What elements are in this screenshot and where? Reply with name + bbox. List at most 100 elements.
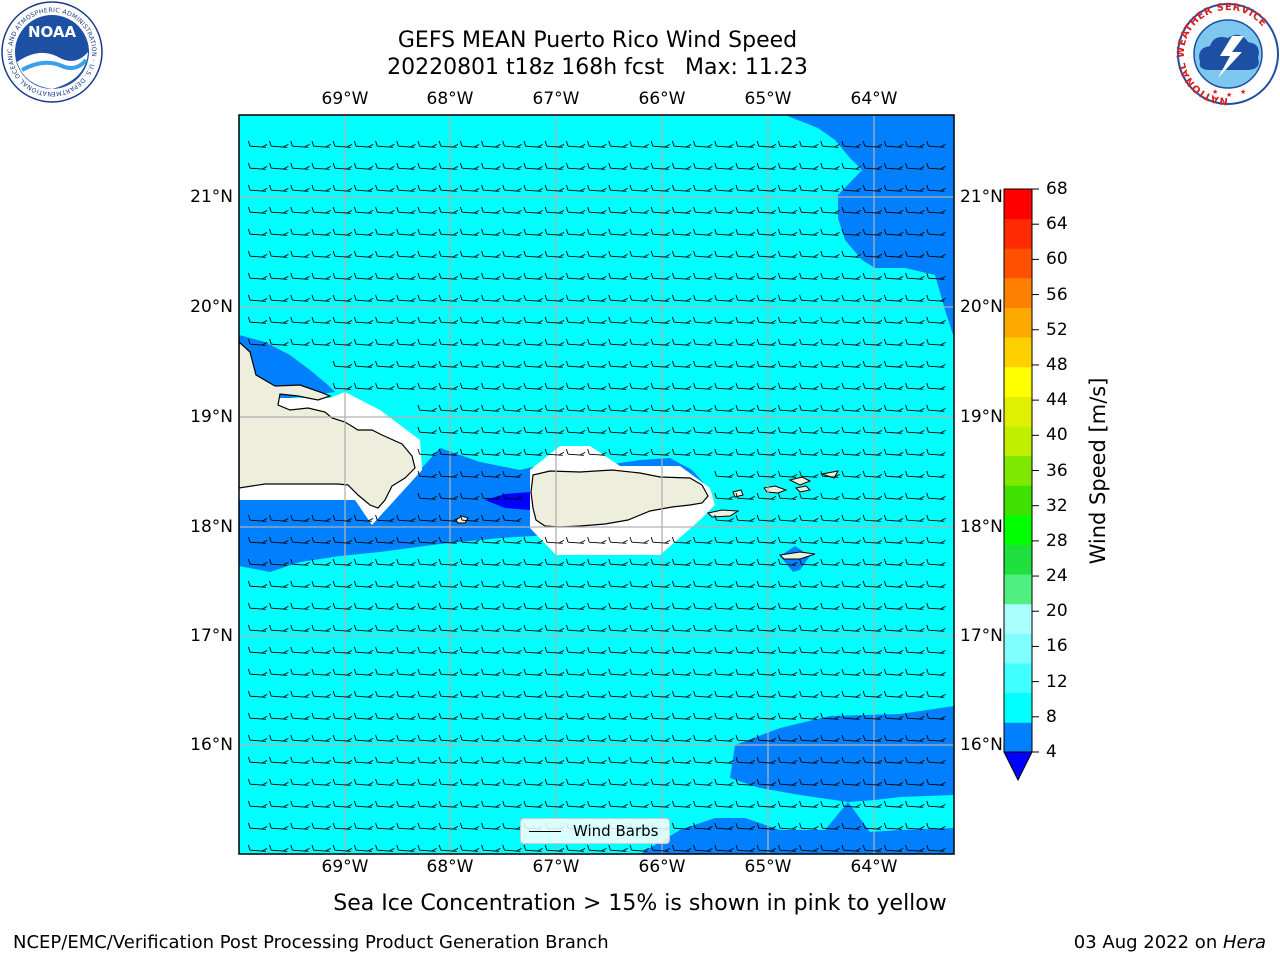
wind-barb bbox=[926, 360, 946, 368]
wind-barb bbox=[777, 382, 798, 390]
wind-barb bbox=[565, 338, 586, 346]
wind-barb bbox=[523, 668, 544, 676]
colorbar-segment-3 bbox=[1004, 633, 1032, 664]
wind-barb bbox=[841, 294, 862, 302]
colorbar-tick-label: 68 bbox=[1046, 179, 1068, 199]
wind-barb bbox=[438, 558, 459, 566]
wind-barb bbox=[735, 140, 756, 148]
wind-barb bbox=[714, 756, 734, 764]
wind-barb bbox=[269, 580, 289, 588]
wind-barb bbox=[714, 250, 734, 258]
lat-label-right: 16°N bbox=[960, 735, 1003, 755]
wind-barb bbox=[565, 162, 586, 170]
wind-barb bbox=[502, 756, 522, 764]
wind-barb bbox=[841, 470, 862, 478]
wind-barb bbox=[311, 712, 332, 720]
wind-barb bbox=[290, 844, 310, 852]
wind-barb bbox=[290, 712, 310, 720]
wind-barb bbox=[544, 360, 565, 368]
wind-barb bbox=[459, 558, 480, 566]
wind-barb bbox=[735, 558, 756, 566]
wind-barb bbox=[438, 844, 459, 852]
wind-barb bbox=[459, 580, 480, 588]
wind-barb bbox=[714, 338, 734, 346]
wind-barb bbox=[650, 404, 671, 412]
wind-barb bbox=[926, 272, 946, 280]
wind-barb bbox=[629, 140, 650, 148]
land-virgin-islands-4 bbox=[794, 485, 812, 493]
noaa-logo: NATIONAL OCEANIC AND ATMOSPHERIC ADMINIS… bbox=[0, 0, 103, 103]
wind-barb bbox=[459, 514, 480, 522]
wind-barb bbox=[629, 668, 650, 676]
wind-barb bbox=[459, 492, 480, 500]
wind-barb bbox=[565, 360, 586, 368]
wind-barb bbox=[926, 338, 946, 346]
wind-barb bbox=[375, 668, 395, 676]
wind-barb bbox=[544, 294, 565, 302]
wind-barb bbox=[862, 250, 883, 258]
wind-barb bbox=[459, 734, 480, 742]
wind-barb bbox=[311, 668, 332, 676]
wind-barb bbox=[608, 184, 628, 192]
wind-barb bbox=[353, 822, 374, 830]
wind-barb bbox=[375, 602, 395, 610]
wind-barb bbox=[353, 624, 374, 632]
wind-barb bbox=[905, 338, 925, 346]
wind-barb bbox=[671, 778, 692, 786]
wind-barb bbox=[375, 316, 395, 324]
wind-barb bbox=[799, 338, 819, 346]
wind-barb bbox=[565, 558, 586, 566]
wind-barb bbox=[841, 778, 862, 786]
wind-barb bbox=[629, 646, 650, 654]
wind-barb bbox=[565, 800, 586, 808]
colorbar-segment-10 bbox=[1004, 426, 1032, 457]
wind-barb bbox=[544, 272, 565, 280]
wind-barb bbox=[777, 756, 798, 764]
wind-barb bbox=[926, 514, 946, 522]
wind-barb bbox=[396, 382, 416, 390]
wind-barb bbox=[417, 140, 438, 148]
wind-barb bbox=[502, 668, 522, 676]
wind-barb bbox=[926, 580, 946, 588]
wind-barb bbox=[459, 140, 480, 148]
wind-barb bbox=[459, 162, 480, 170]
wind-barb bbox=[756, 844, 777, 852]
colorbar-segment-14 bbox=[1004, 307, 1032, 338]
wind-barb bbox=[587, 756, 607, 764]
wind-barb bbox=[247, 338, 268, 346]
wind-barb bbox=[862, 778, 883, 786]
wind-barb bbox=[862, 690, 883, 698]
wind-barb bbox=[587, 184, 607, 192]
wind-barb bbox=[693, 734, 713, 742]
wind-barb bbox=[926, 734, 946, 742]
wind-barb bbox=[502, 690, 522, 698]
wind-barb bbox=[799, 272, 819, 280]
wind-barb bbox=[608, 162, 628, 170]
wind-barb bbox=[247, 272, 268, 280]
wind-barb bbox=[290, 690, 310, 698]
wind-barb bbox=[523, 250, 544, 258]
wind-barb bbox=[247, 844, 268, 852]
wind-barb bbox=[608, 558, 628, 566]
wind-barb bbox=[905, 514, 925, 522]
wind-barb bbox=[862, 228, 883, 236]
wind-barb bbox=[608, 448, 628, 456]
wind-barb bbox=[481, 294, 501, 302]
wind-barb bbox=[269, 602, 289, 610]
wind-barb bbox=[438, 338, 459, 346]
lon-label-bottom: 69°W bbox=[321, 857, 369, 877]
wind-barb bbox=[926, 316, 946, 324]
wind-barb bbox=[587, 624, 607, 632]
wind-barb bbox=[926, 668, 946, 676]
lat-label-left: 20°N bbox=[190, 297, 233, 317]
wind-barb bbox=[375, 756, 395, 764]
colorbar-tick-label: 64 bbox=[1046, 214, 1068, 235]
wind-barb bbox=[332, 734, 353, 742]
wind-barb bbox=[375, 624, 395, 632]
wind-barb bbox=[247, 602, 268, 610]
wind-barb bbox=[438, 140, 459, 148]
wind-barb bbox=[735, 470, 756, 478]
lon-label-top: 69°W bbox=[321, 89, 369, 109]
wind-barb bbox=[459, 756, 480, 764]
wind-barb bbox=[735, 580, 756, 588]
